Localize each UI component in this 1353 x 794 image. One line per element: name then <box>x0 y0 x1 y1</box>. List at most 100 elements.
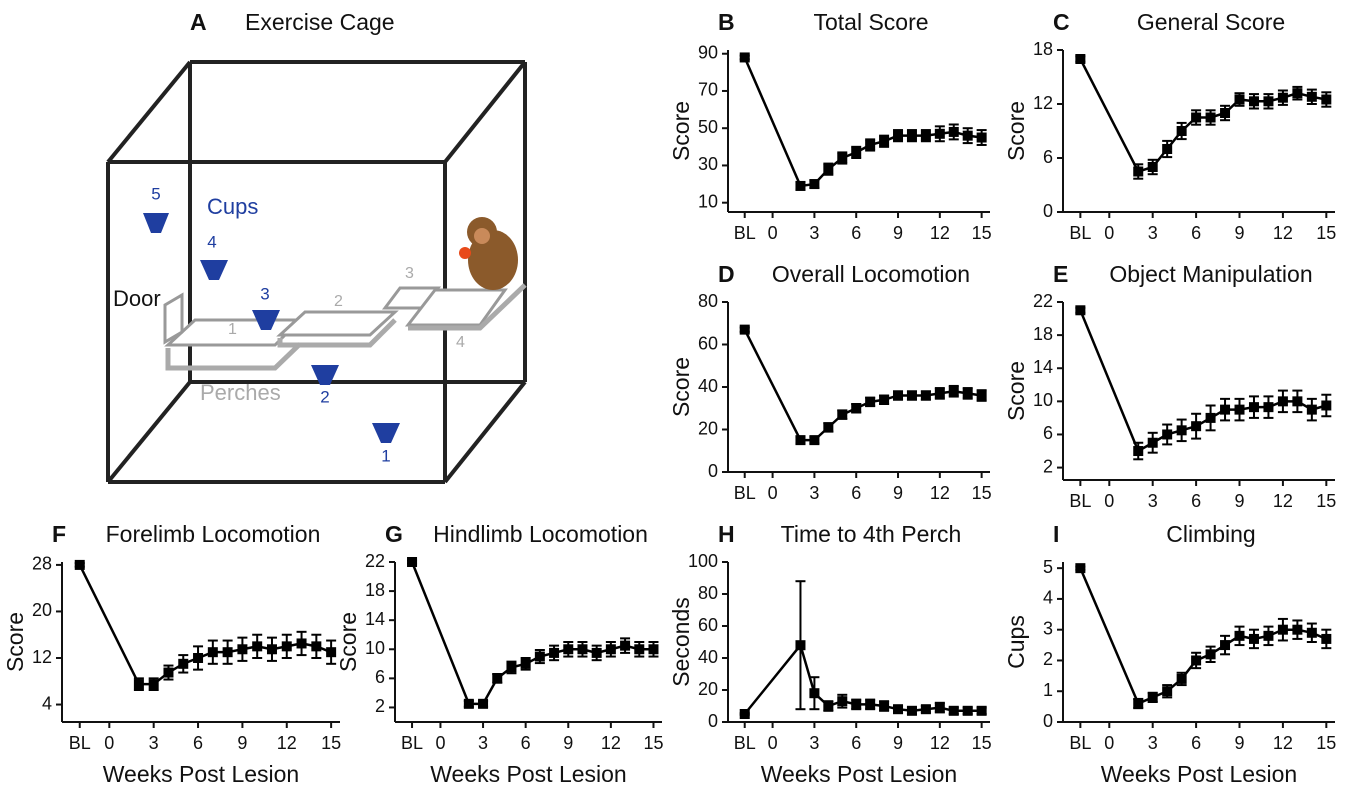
x-tick-label: 12 <box>930 223 950 243</box>
data-point <box>948 386 959 397</box>
y-tick-label: 5 <box>1043 557 1053 577</box>
y-tick-label: 0 <box>708 711 718 731</box>
data-point <box>976 705 987 716</box>
chart-panel: C General Score 0 6 12 18 BL 0 3 6 9 12 15 Score <box>1003 9 1336 243</box>
data-point <box>163 667 174 678</box>
perches-drawing <box>163 283 527 371</box>
y-tick-label: 0 <box>708 461 718 481</box>
data-point <box>1263 630 1274 641</box>
perch-number: 2 <box>334 293 343 310</box>
data-point <box>1277 624 1288 635</box>
x-tick-label: BL <box>401 733 423 753</box>
x-tick-label: 15 <box>1316 733 1336 753</box>
x-tick-label: 0 <box>1104 733 1114 753</box>
chart-title: Climbing <box>1166 521 1255 547</box>
data-point <box>222 647 233 658</box>
data-point <box>739 709 750 719</box>
data-point <box>739 324 750 335</box>
data-point <box>252 641 263 652</box>
y-axis-label: Score <box>668 357 694 417</box>
panel-a: A Exercise Cage <box>106 9 527 484</box>
data-point <box>648 644 659 655</box>
y-tick-label: 22 <box>365 551 385 571</box>
y-tick-label: 18 <box>1033 39 1053 59</box>
x-tick-label: 15 <box>1316 223 1336 243</box>
x-axis-label: Weeks Post Lesion <box>103 761 299 787</box>
perch-number: 3 <box>405 265 414 282</box>
data-point <box>879 394 890 405</box>
data-point <box>1220 108 1231 118</box>
data-point <box>1075 54 1086 64</box>
data-point <box>920 130 931 141</box>
data-point <box>1292 624 1303 635</box>
cup-number: 3 <box>260 284 269 303</box>
data-point <box>549 647 560 658</box>
data-point <box>407 557 418 567</box>
data-point <box>1205 649 1216 660</box>
x-tick-label: 3 <box>149 733 159 753</box>
data-point <box>795 180 806 191</box>
data-point <box>1277 92 1288 103</box>
x-tick-label: BL <box>734 733 756 753</box>
data-point <box>962 388 973 399</box>
data-point <box>266 644 277 655</box>
data-point <box>563 644 574 655</box>
data-point <box>1248 96 1259 107</box>
data-point <box>478 698 489 709</box>
x-tick-label: BL <box>1069 223 1091 243</box>
data-point <box>281 641 292 652</box>
data-point <box>934 128 945 139</box>
data-point <box>1176 425 1187 436</box>
y-tick-label: 14 <box>365 609 385 629</box>
data-point <box>1176 126 1187 136</box>
x-tick-label: BL <box>1069 491 1091 511</box>
data-point <box>1292 396 1303 407</box>
y-tick-label: 40 <box>698 376 718 396</box>
x-tick-label: 6 <box>851 733 861 753</box>
y-tick-label: 80 <box>698 583 718 603</box>
x-tick-label: 3 <box>809 733 819 753</box>
x-tick-label: 9 <box>1235 223 1245 243</box>
x-tick-label: 0 <box>435 733 445 753</box>
data-point <box>1205 112 1216 123</box>
y-tick-label: 12 <box>1033 93 1053 113</box>
data-point <box>893 130 904 141</box>
data-point <box>865 396 876 407</box>
data-point <box>823 422 834 433</box>
x-tick-label: 9 <box>237 733 247 753</box>
data-point <box>1162 429 1173 440</box>
y-tick-label: 12 <box>32 647 52 667</box>
data-line <box>1079 58 1327 174</box>
data-point <box>492 673 503 684</box>
panel-letter: I <box>1053 521 1059 547</box>
data-point <box>934 702 945 713</box>
data-line <box>743 329 982 442</box>
data-point <box>893 704 904 715</box>
data-point <box>591 647 602 658</box>
x-tick-label: BL <box>734 483 756 503</box>
y-tick-label: 100 <box>688 551 718 571</box>
x-tick-label: 3 <box>809 223 819 243</box>
x-tick-label: 9 <box>893 223 903 243</box>
y-tick-label: 80 <box>698 291 718 311</box>
y-tick-label: 10 <box>365 638 385 658</box>
data-point <box>1277 396 1288 407</box>
monkey <box>459 217 518 290</box>
x-tick-label: 3 <box>809 483 819 503</box>
data-point <box>906 130 917 141</box>
cups-label: Cups <box>207 194 258 219</box>
y-axis-label: Seconds <box>668 597 694 687</box>
data-point <box>207 647 218 658</box>
panel-letter: C <box>1053 9 1070 35</box>
data-point <box>1075 563 1086 574</box>
x-tick-label: 15 <box>972 483 992 503</box>
x-tick-label: 12 <box>930 483 950 503</box>
y-tick-label: 18 <box>1033 324 1053 344</box>
data-point <box>1292 88 1303 99</box>
data-point <box>1321 400 1332 411</box>
data-point <box>311 641 322 652</box>
data-point <box>906 390 917 401</box>
data-point <box>1234 630 1245 641</box>
y-tick-label: 14 <box>1033 357 1053 377</box>
